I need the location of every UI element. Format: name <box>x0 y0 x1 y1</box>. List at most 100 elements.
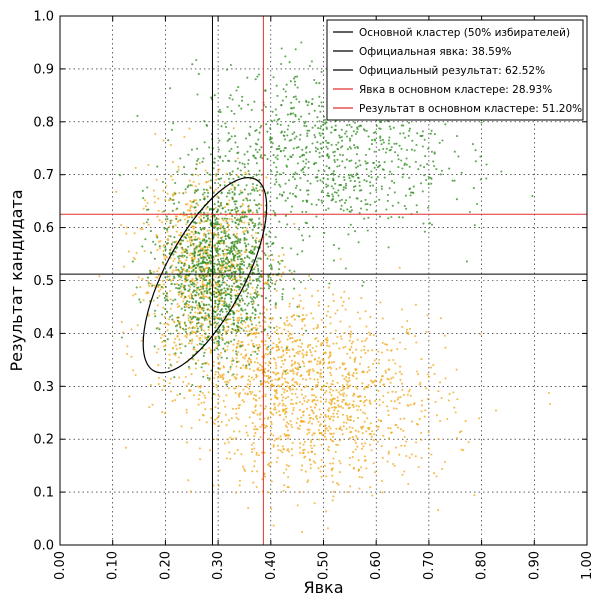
scatter-point <box>198 447 201 450</box>
scatter-point <box>204 245 207 248</box>
scatter-point <box>324 415 327 418</box>
scatter-point <box>240 353 243 356</box>
scatter-point <box>246 199 249 202</box>
scatter-point <box>332 173 335 176</box>
scatter-point <box>275 197 279 200</box>
scatter-point <box>339 183 342 186</box>
scatter-point <box>212 262 215 265</box>
scatter-point <box>165 185 168 188</box>
scatter-point <box>130 355 133 358</box>
scatter-point <box>178 305 181 308</box>
scatter-point <box>319 423 322 426</box>
scatter-point <box>287 330 290 333</box>
scatter-point <box>239 189 242 192</box>
scatter-point <box>284 214 287 217</box>
scatter-point <box>216 195 219 198</box>
scatter-point <box>253 199 256 202</box>
scatter-point <box>185 411 188 414</box>
scatter-point <box>230 294 233 298</box>
scatter-point <box>231 198 234 201</box>
scatter-point <box>272 524 275 527</box>
scatter-point <box>344 367 347 370</box>
scatter-point <box>266 281 269 284</box>
scatter-point <box>216 306 219 309</box>
scatter-point <box>379 139 382 142</box>
scatter-point <box>295 351 298 354</box>
scatter-point <box>394 362 397 365</box>
scatter-point <box>244 355 247 358</box>
scatter-point <box>304 470 307 473</box>
scatter-point <box>162 249 165 253</box>
scatter-point <box>253 331 256 335</box>
scatter-point <box>318 432 321 435</box>
scatter-point <box>387 409 390 412</box>
scatter-point <box>243 250 246 253</box>
scatter-point <box>218 332 221 335</box>
scatter-point <box>200 316 203 319</box>
scatter-point <box>233 192 236 195</box>
scatter-point <box>183 135 186 138</box>
scatter-point <box>219 367 222 370</box>
scatter-point <box>126 345 129 348</box>
scatter-point <box>225 457 228 460</box>
scatter-point <box>178 322 181 325</box>
scatter-point <box>228 97 231 100</box>
scatter-point <box>347 174 351 177</box>
scatter-point <box>222 291 225 294</box>
scatter-point <box>287 476 290 479</box>
scatter-point <box>167 234 170 238</box>
scatter-point <box>254 309 257 313</box>
scatter-point <box>337 247 341 250</box>
scatter-point <box>340 135 343 139</box>
scatter-point <box>284 370 287 373</box>
scatter-point <box>120 336 123 339</box>
scatter-point <box>206 217 209 220</box>
scatter-point <box>327 362 331 365</box>
scatter-point <box>297 352 300 355</box>
scatter-point <box>185 270 188 273</box>
scatter-point <box>215 295 218 298</box>
scatter-point <box>328 391 332 394</box>
scatter-point <box>351 175 354 178</box>
scatter-point <box>286 349 289 352</box>
scatter-point <box>168 382 171 385</box>
scatter-point <box>200 366 203 369</box>
scatter-point <box>214 271 217 274</box>
scatter-point <box>219 183 222 187</box>
scatter-point <box>310 438 313 442</box>
scatter-point <box>201 239 204 242</box>
scatter-point <box>272 384 275 388</box>
scatter-point <box>352 400 355 403</box>
scatter-point <box>197 204 200 207</box>
scatter-point <box>246 383 249 386</box>
scatter-point <box>352 466 355 469</box>
scatter-point <box>156 165 159 168</box>
scatter-point <box>298 409 301 412</box>
scatter-point <box>306 179 309 182</box>
scatter-point <box>455 368 458 371</box>
scatter-point <box>207 191 210 195</box>
scatter-point <box>166 338 169 341</box>
scatter-point <box>258 221 261 225</box>
scatter-point <box>259 380 262 383</box>
scatter-point <box>166 218 169 221</box>
scatter-point <box>293 355 296 358</box>
scatter-point <box>191 383 194 387</box>
scatter-point <box>320 431 323 434</box>
scatter-point <box>333 154 336 157</box>
scatter-point <box>166 322 169 325</box>
scatter-point <box>165 271 168 274</box>
scatter-point <box>282 471 285 475</box>
scatter-point <box>336 148 339 151</box>
scatter-point <box>172 275 175 278</box>
scatter-point <box>427 183 430 186</box>
scatter-point <box>190 342 193 345</box>
scatter-point <box>288 323 291 326</box>
scatter-point <box>149 230 152 233</box>
scatter-point <box>206 205 209 208</box>
scatter-point <box>192 289 196 292</box>
scatter-point <box>339 320 342 323</box>
scatter-point <box>164 307 167 311</box>
scatter-point <box>270 140 273 143</box>
scatter-point <box>294 340 297 343</box>
